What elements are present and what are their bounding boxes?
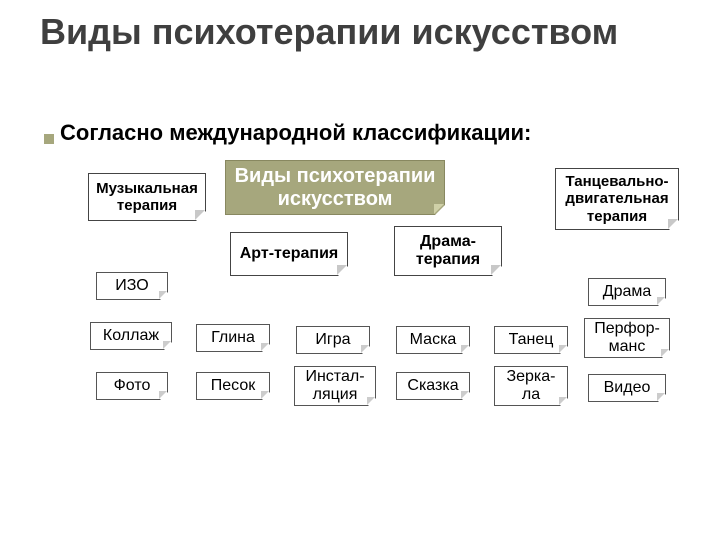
- leaf-box: Коллаж: [90, 322, 172, 350]
- leaf-box: Игра: [296, 326, 370, 354]
- leaf-box: Танец: [494, 326, 568, 354]
- leaf-box: Инстал-ляция: [294, 366, 376, 406]
- leaf-box: Драма: [588, 278, 666, 306]
- leaf-box: Видео: [588, 374, 666, 402]
- leaf-box: Перфор-манс: [584, 318, 670, 358]
- hero-box: Виды психотерапии искусством: [225, 160, 445, 215]
- slide-title: Виды психотерапии искусством: [40, 12, 680, 52]
- category-box-art: Арт-терапия: [230, 232, 348, 276]
- category-box-music: Музыкальная терапия: [88, 173, 206, 221]
- subtitle-text: Согласно международной классификации:: [60, 120, 531, 146]
- leaf-box: Сказка: [396, 372, 470, 400]
- category-box-drama: Драма-терапия: [394, 226, 502, 276]
- leaf-box: Зерка-ла: [494, 366, 568, 406]
- bullet-square-icon: [44, 134, 54, 144]
- leaf-box: Глина: [196, 324, 270, 352]
- category-box-dance: Танцевально-двигательная терапия: [555, 168, 679, 230]
- leaf-box: Фото: [96, 372, 168, 400]
- leaf-box: Песок: [196, 372, 270, 400]
- leaf-box: Маска: [396, 326, 470, 354]
- leaf-box: ИЗО: [96, 272, 168, 300]
